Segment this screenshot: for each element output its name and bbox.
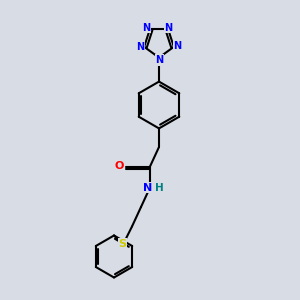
- Text: H: H: [154, 183, 164, 193]
- Text: N: N: [164, 23, 172, 33]
- Text: N: N: [155, 55, 164, 65]
- Text: N: N: [173, 41, 181, 51]
- Text: O: O: [115, 160, 124, 171]
- Text: N: N: [136, 42, 144, 52]
- Text: N: N: [142, 23, 150, 33]
- Text: N: N: [143, 183, 152, 193]
- Text: S: S: [118, 239, 126, 249]
